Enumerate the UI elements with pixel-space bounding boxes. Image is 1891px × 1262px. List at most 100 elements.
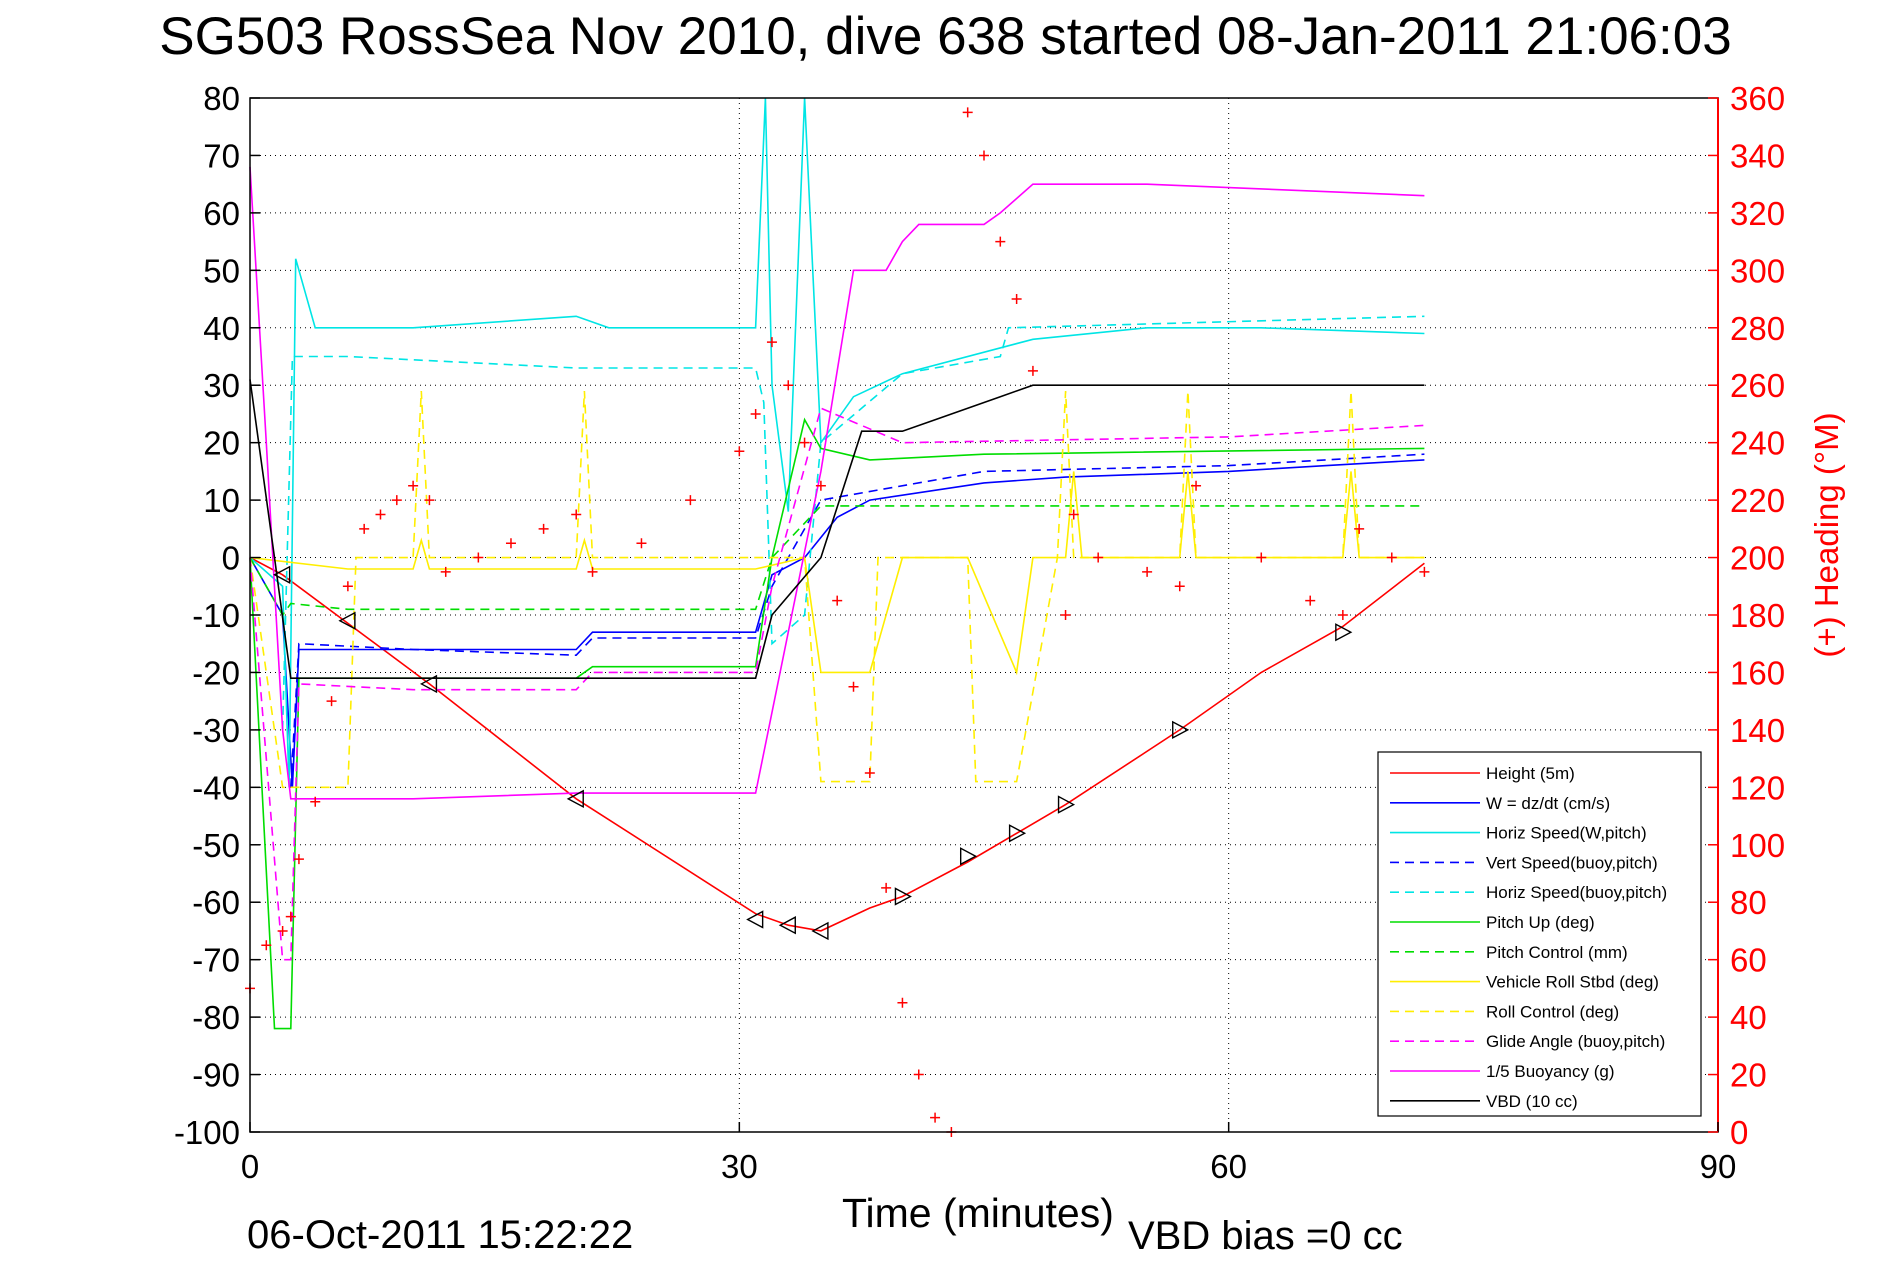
heading-marker	[1305, 595, 1316, 606]
y2-tick-label: 300	[1730, 252, 1785, 289]
heading-marker	[1191, 480, 1202, 491]
x-tick-label: 30	[721, 1148, 758, 1185]
heading-marker	[285, 911, 296, 922]
heading-marker	[848, 681, 859, 692]
heading-marker	[424, 495, 435, 506]
legend-label: Horiz Speed(buoy,pitch)	[1486, 883, 1667, 902]
y2-tick-label: 220	[1730, 482, 1785, 519]
heading-marker	[277, 925, 288, 936]
heading-marker	[750, 408, 761, 419]
series-line-4	[290, 453, 1425, 788]
triangle-marker	[959, 847, 978, 866]
y-tick-label: 30	[203, 367, 240, 404]
heading-marker	[930, 1112, 941, 1123]
y2-tick-label: 20	[1730, 1057, 1767, 1094]
legend-label: Pitch Control (mm)	[1486, 943, 1628, 962]
y2-tick-label: 120	[1730, 769, 1785, 806]
series-line-1	[249, 556, 1425, 932]
triangle-marker	[894, 887, 912, 906]
y-tick-label: -40	[192, 769, 240, 806]
y2-axis-ticks: 3603403203002802602402202001801601401201…	[1708, 80, 1785, 1151]
y2-tick-label: 340	[1730, 137, 1785, 174]
x-tick-label: 90	[1700, 1148, 1737, 1185]
y-tick-label: -50	[192, 827, 240, 864]
y2-tick-label: 40	[1730, 999, 1767, 1036]
y-tick-label: 0	[222, 540, 240, 577]
heading-marker	[636, 538, 647, 549]
y2-tick-label: 0	[1730, 1114, 1748, 1151]
x-axis-ticks: 0 30 60 90	[241, 1122, 1737, 1185]
triangle-markers	[273, 565, 1353, 941]
legend-label: W = dz/dt (cm/s)	[1486, 794, 1610, 813]
y2-tick-label: 140	[1730, 712, 1785, 749]
heading-marker	[995, 236, 1006, 247]
triangle-marker	[1057, 795, 1076, 814]
heading-marker	[587, 566, 598, 577]
y-tick-label: -30	[192, 712, 240, 749]
chart-title: SG503 RossSea Nov 2010, dive 638 started…	[159, 7, 1732, 66]
y2-tick-label: 320	[1730, 195, 1785, 232]
y-tick-label: -60	[192, 884, 240, 921]
heading-marker	[1060, 610, 1071, 620]
heading-marker	[881, 882, 892, 893]
x-tick-label: 60	[1210, 1148, 1247, 1185]
heading-marker	[864, 767, 875, 778]
heading-marker	[326, 696, 337, 707]
y-axis-ticks: 80 70 60 50 40 30 20 10 0 -10 -20 -30 -40 -50 -60 -70 -8…	[174, 80, 260, 1151]
heading-marker	[1174, 581, 1185, 592]
heading-marker	[1337, 610, 1348, 620]
heading-marker	[962, 107, 973, 118]
y2-tick-label: 260	[1730, 367, 1785, 404]
triangle-marker	[811, 921, 829, 941]
y2-tick-label: 180	[1730, 597, 1785, 634]
x-axis-label: Time (minutes)	[842, 1190, 1114, 1236]
heading-marker	[1068, 509, 1079, 520]
heading-marker	[766, 337, 777, 348]
y-tick-label: -10	[192, 597, 240, 634]
legend-label: 1/5 Buoyancy (g)	[1486, 1062, 1615, 1081]
heading-marker	[685, 495, 696, 506]
heading-marker	[505, 538, 516, 549]
legend-box	[1377, 751, 1702, 1117]
footer-date: 06-Oct-2011 15:22:22	[247, 1213, 634, 1257]
legend-label: Horiz Speed(W,pitch)	[1486, 824, 1647, 843]
heading-marker	[783, 380, 794, 391]
triangle-marker	[778, 916, 796, 935]
heading-marker	[1386, 552, 1397, 563]
y-tick-label: 40	[203, 310, 240, 347]
y2-tick-label: 360	[1730, 80, 1785, 117]
triangle-marker	[1172, 720, 1190, 740]
heading-marker	[375, 509, 386, 520]
y-tick-label: -80	[192, 999, 240, 1036]
heading-marker	[979, 150, 989, 161]
y-tick-label: 50	[203, 252, 240, 289]
y-tick-label: 70	[203, 137, 240, 174]
heading-marker	[473, 552, 484, 563]
heading-marker	[1093, 552, 1104, 563]
triangle-marker	[273, 565, 291, 584]
y2-axis-label: (+) Heading (°M)	[1808, 412, 1845, 657]
heading-marker	[538, 523, 549, 534]
legend-label: Vert Speed(buoy,pitch)	[1486, 853, 1658, 872]
series-line-10	[249, 407, 1425, 961]
triangle-marker	[1335, 623, 1353, 642]
y2-tick-label: 200	[1730, 540, 1785, 577]
heading-marker	[799, 437, 810, 448]
y-tick-label: 20	[203, 425, 240, 462]
series-line-11	[249, 166, 1425, 800]
series-line-7	[249, 505, 1425, 617]
series-lines	[249, 97, 1425, 1030]
heading-marker	[293, 854, 304, 865]
heading-marker	[391, 495, 402, 506]
legend: Height (5m) W = dz/dt (cm/s) Horiz Speed(W…	[1377, 751, 1702, 1117]
triangle-marker	[419, 674, 438, 694]
series-line-3	[249, 97, 1425, 788]
y-tick-label: 10	[203, 482, 240, 519]
y-tick-label: 80	[203, 80, 240, 117]
y2-tick-label: 100	[1730, 827, 1785, 864]
legend-label: Pitch Up (deg)	[1486, 913, 1595, 932]
heading-marker	[815, 480, 826, 491]
series-line-9	[249, 390, 1425, 789]
y-tick-label: -20	[192, 654, 240, 691]
